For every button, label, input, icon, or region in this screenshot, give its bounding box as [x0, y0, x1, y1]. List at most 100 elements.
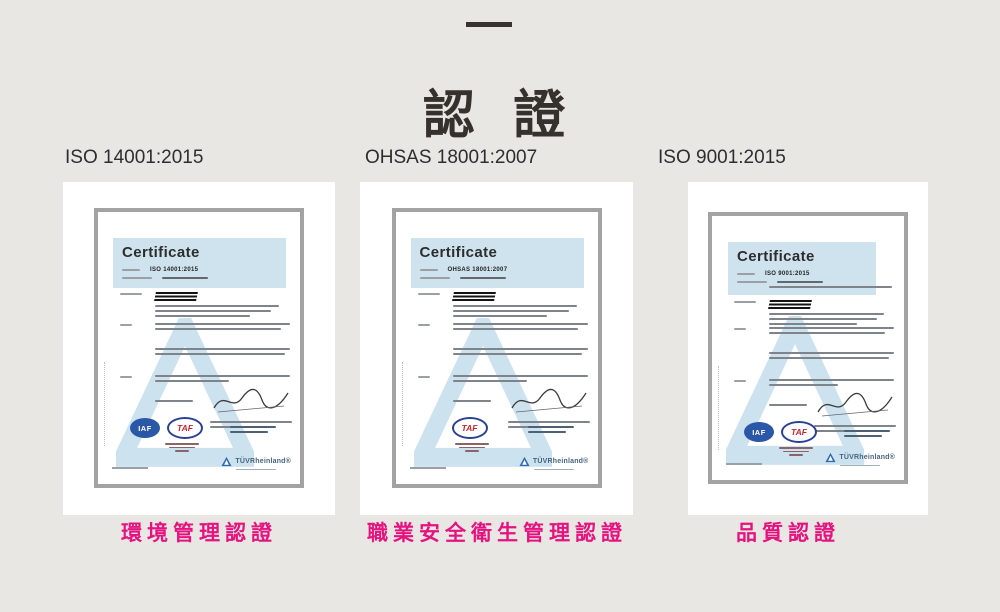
text-line-placeholder	[155, 380, 230, 382]
text-line-placeholder	[112, 467, 148, 469]
text-line-placeholder	[769, 313, 884, 315]
text-line-placeholder	[230, 426, 276, 428]
website-text	[527, 426, 578, 436]
text-line-placeholder	[230, 430, 268, 433]
signature	[814, 392, 896, 435]
text-line-placeholder	[814, 425, 896, 427]
taf-badge: TAF	[451, 417, 488, 439]
text-line-placeholder	[409, 467, 446, 469]
certificate-title: Certificate	[737, 248, 815, 265]
text-line-placeholder	[769, 404, 807, 406]
text-line-placeholder	[417, 376, 430, 378]
standard-label-ohsas18001: OHSAS 18001:2007	[365, 147, 538, 168]
holder-logo	[451, 292, 496, 301]
text-line-placeholder	[452, 315, 547, 317]
iaf-badge: IAF	[744, 422, 774, 442]
text-line-placeholder	[527, 426, 574, 428]
issue-date-line	[769, 404, 807, 409]
holder-logo	[768, 300, 812, 309]
text-line-placeholder	[120, 293, 142, 295]
certificate-standard-value: OHSAS 18001:2007	[447, 267, 508, 273]
certificate-holder-block	[120, 292, 290, 320]
text-line-placeholder	[155, 315, 250, 317]
text-line-placeholder	[458, 446, 485, 448]
caption-environmental: 環境管理認證	[121, 522, 277, 545]
text-line-placeholder	[162, 277, 208, 279]
text-line-placeholder	[452, 305, 577, 307]
certificate-validity-block	[120, 375, 290, 385]
certificate-frame: Certificate OHSAS 18001:2007	[391, 208, 602, 488]
accreditation-badges: TAF	[451, 417, 488, 439]
text-line-placeholder	[120, 376, 132, 378]
caption-quality: 品質認證	[736, 522, 840, 545]
certificate-statement-block	[418, 348, 588, 358]
text-line-placeholder	[236, 468, 277, 470]
tuv-triangle-icon	[221, 456, 232, 466]
text-line-placeholder	[527, 430, 566, 433]
text-line-placeholder	[155, 323, 290, 325]
accreditation-badges: IAF TAF	[130, 417, 203, 439]
certificate-page: Certificate OHSAS 18001:2007	[395, 212, 598, 484]
iaf-badge: IAF	[130, 418, 160, 438]
text-line-placeholder	[210, 421, 292, 423]
text-line-placeholder	[769, 286, 892, 288]
standard-label-iso9001: ISO 9001:2015	[658, 147, 786, 168]
text-line-placeholder	[734, 301, 756, 303]
text-line-placeholder	[155, 310, 272, 312]
certificate-standard-value: ISO 9001:2015	[765, 271, 810, 277]
signature	[507, 388, 590, 431]
issuer-logo: TÜVRheinland®	[825, 452, 895, 470]
certificate-frame: Certificate ISO 9001:2015	[708, 212, 908, 484]
taf-badge: TAF	[781, 421, 817, 443]
text-line-placeholder	[452, 328, 579, 330]
text-line-placeholder	[452, 323, 588, 325]
text-line-placeholder	[452, 400, 491, 402]
text-line-placeholder	[769, 332, 886, 334]
text-line-placeholder	[734, 328, 746, 330]
text-line-placeholder	[155, 375, 290, 377]
text-line-placeholder	[175, 450, 189, 452]
badge-subtext	[162, 443, 202, 454]
text-line-placeholder	[844, 430, 890, 432]
margin-microtext	[718, 366, 719, 450]
text-line-placeholder	[452, 348, 588, 350]
text-line-placeholder	[769, 357, 889, 359]
certificate-standard-value: ISO 14001:2015	[150, 267, 199, 273]
certificate-frame: Certificate ISO 14001:2015	[94, 208, 304, 488]
text-line-placeholder	[734, 380, 746, 382]
issuer-name: TÜVRheinland®	[235, 457, 291, 465]
text-line-placeholder	[726, 463, 762, 465]
text-line-placeholder	[840, 464, 881, 466]
tuv-triangle-watermark-icon	[116, 318, 254, 467]
tuv-triangle-icon	[519, 456, 530, 466]
website-text	[230, 426, 280, 436]
text-line-placeholder	[454, 443, 489, 445]
text-line-placeholder	[769, 323, 857, 325]
text-line-placeholder	[155, 305, 280, 307]
badge-subtext	[776, 447, 816, 458]
text-line-placeholder	[155, 400, 193, 402]
text-line-placeholder	[120, 324, 132, 326]
margin-microtext	[104, 362, 105, 446]
text-line-placeholder	[155, 328, 281, 330]
text-line-placeholder	[452, 353, 583, 355]
standard-label-iso14001: ISO 14001:2015	[65, 147, 204, 168]
issuer-logo: TÜVRheinland®	[519, 456, 589, 474]
pre-holder-text	[769, 286, 892, 291]
certificate-footer: TÜVRheinland®	[112, 456, 291, 474]
issue-date-line	[452, 400, 491, 405]
text-line-placeholder	[452, 310, 569, 312]
certificate-footer: TÜVRheinland®	[726, 452, 895, 470]
issuer-name: TÜVRheinland®	[532, 457, 589, 465]
text-line-placeholder	[419, 277, 450, 279]
text-line-placeholder	[417, 324, 430, 326]
title-divider	[466, 22, 512, 27]
margin-microtext	[401, 362, 403, 446]
certificate-scope-block	[417, 323, 588, 333]
certificate-header-band: Certificate OHSAS 18001:2007	[410, 238, 584, 288]
text-line-placeholder	[122, 269, 140, 271]
certificate-holder-block	[734, 300, 894, 328]
text-line-placeholder	[464, 450, 479, 452]
certificate-header-band: Certificate ISO 14001:2015	[113, 238, 286, 288]
